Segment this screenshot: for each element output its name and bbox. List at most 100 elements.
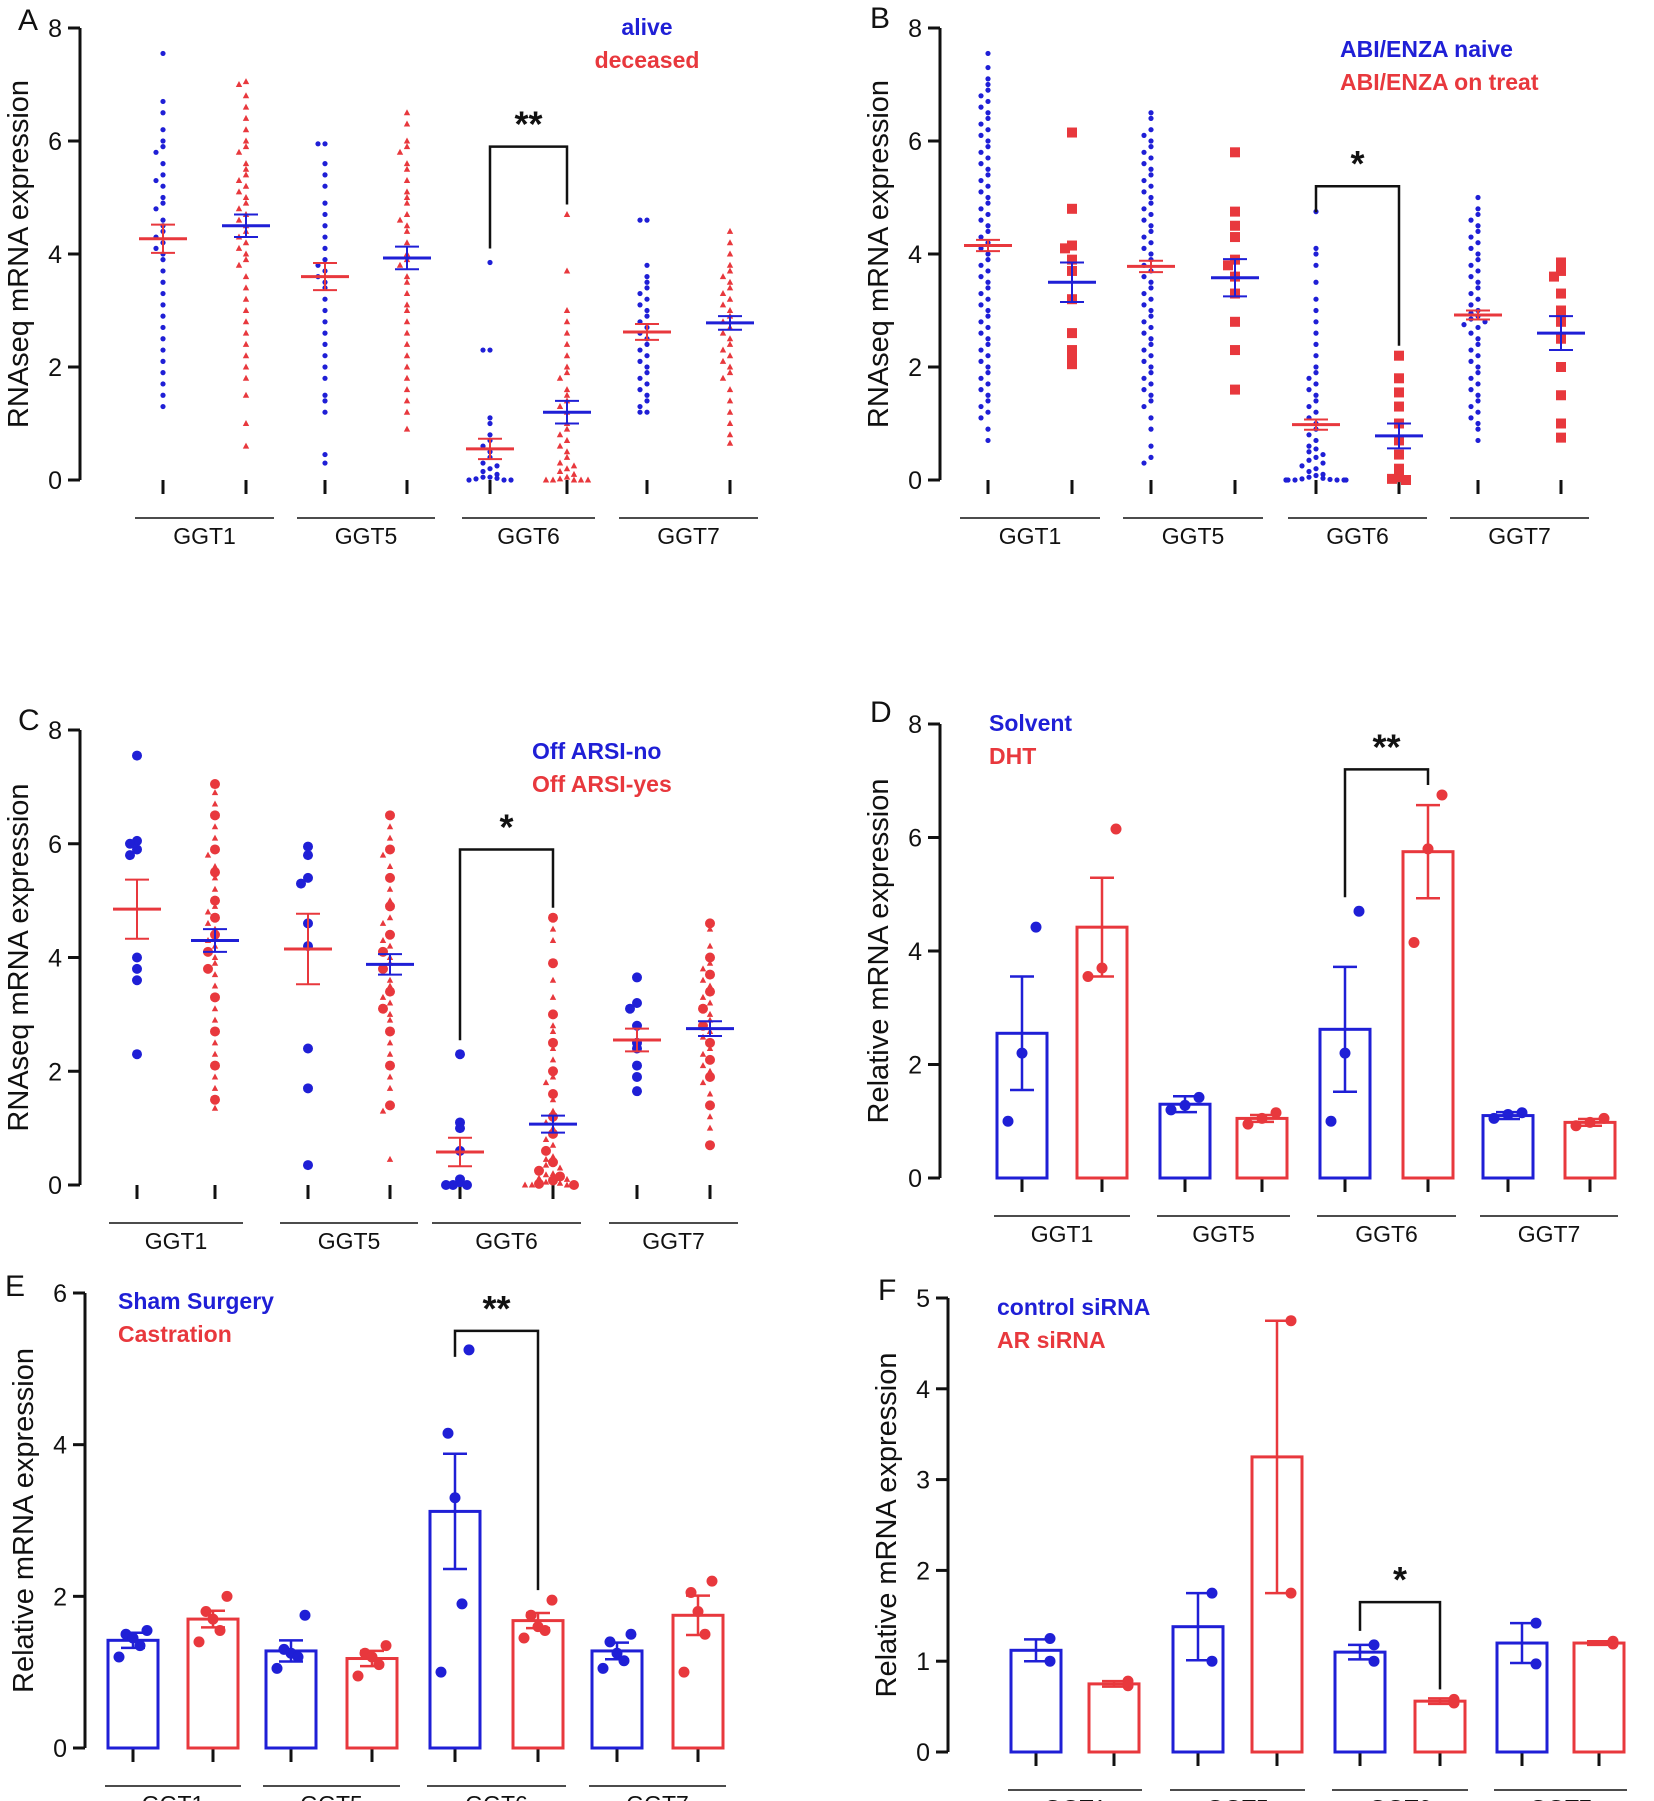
data-point: [726, 250, 734, 257]
data-point: [210, 810, 220, 821]
significance-bracket: [1314, 184, 1401, 346]
data-point: [705, 1140, 715, 1151]
data-point: [235, 188, 243, 195]
data-point: [1556, 418, 1566, 429]
data-point: [210, 895, 220, 906]
data-point: [706, 959, 714, 966]
data-point: [1002, 1115, 1014, 1127]
data-point: [160, 194, 166, 201]
data-point: [985, 381, 991, 387]
data-point: [396, 148, 404, 155]
data-point: [978, 375, 984, 381]
data-point: [637, 358, 643, 364]
data-point: [379, 919, 387, 926]
y-axis-title: RNAseq mRNA expression: [3, 783, 35, 1131]
significance-bracket: [1358, 1600, 1442, 1690]
data-point: [1148, 228, 1154, 234]
panel-b: B 0 2 4 6 8 RNAseq mRNA expression GGT1 GGT5 GGT6…: [863, 2, 1589, 549]
data-point: [644, 409, 650, 415]
data-point: [1141, 234, 1147, 240]
data-point: [466, 477, 472, 483]
data-point: [978, 302, 984, 308]
data-point: [985, 409, 991, 415]
y-tick-label: 6: [53, 1280, 67, 1308]
data-point: [978, 121, 984, 127]
data-point: [1067, 345, 1077, 356]
data-point: [508, 477, 514, 483]
data-point: [985, 115, 991, 121]
significance-label: **: [1372, 726, 1400, 767]
data-point: [719, 290, 727, 297]
data-point: [985, 398, 991, 404]
data-point: [1141, 161, 1147, 167]
data-point: [985, 437, 991, 444]
data-point: [211, 959, 219, 966]
data-point: [534, 1165, 544, 1176]
data-point: [386, 885, 394, 892]
panel-a: A 0 2 4 6 8 RNAseq mRNA expression GGT1 GGT5 GGT6…: [3, 4, 758, 549]
x-tick-label: GGT1: [1031, 1221, 1094, 1247]
data-point: [570, 476, 578, 483]
data-point: [403, 137, 411, 144]
data-point: [1475, 257, 1481, 263]
y-axis-title: Relative mRNA expression: [863, 779, 895, 1124]
data-point: [487, 420, 493, 427]
data-point: [706, 999, 714, 1006]
data-point: [403, 290, 411, 297]
data-point: [719, 374, 727, 381]
series-control-sirna: [1009, 1587, 1549, 1754]
data-point: [1468, 375, 1474, 381]
data-point: [396, 261, 404, 268]
data-point: [211, 1084, 219, 1091]
data-point: [210, 912, 220, 923]
data-point: [985, 268, 991, 274]
data-point: [396, 216, 404, 223]
data-point: [726, 386, 734, 393]
significance-label: *: [499, 806, 513, 847]
data-point: [366, 1651, 378, 1663]
series-castration: [186, 1575, 725, 1750]
data-point: [726, 267, 734, 274]
data-point: [549, 1027, 557, 1034]
x-tick-label: GGT6: [497, 523, 560, 549]
data-point: [644, 313, 650, 319]
data-point: [1320, 475, 1326, 481]
y-tick-label: 8: [48, 15, 62, 43]
data-point: [1475, 341, 1481, 347]
data-point: [242, 329, 250, 336]
data-point: [978, 217, 984, 223]
legend-entry: AR siRNA: [997, 1327, 1106, 1353]
data-point: [569, 1180, 579, 1190]
significance-label: **: [514, 104, 542, 145]
data-point: [584, 476, 592, 483]
data-point: [1141, 149, 1147, 155]
data-point: [1306, 443, 1312, 449]
data-point: [705, 1100, 715, 1111]
data-point: [386, 1039, 394, 1046]
data-point: [556, 475, 564, 482]
data-point: [1285, 1587, 1297, 1599]
data-point: [242, 363, 250, 370]
data-point: [1475, 206, 1481, 212]
legend-entry: control siRNA: [997, 1294, 1150, 1320]
data-point: [1394, 449, 1404, 460]
data-point: [242, 250, 250, 257]
data-point: [644, 217, 650, 223]
data-point: [463, 1344, 475, 1356]
data-point: [1285, 1315, 1297, 1327]
data-point: [1475, 370, 1481, 376]
data-point: [556, 459, 564, 466]
y-tick-label: 8: [908, 15, 922, 43]
data-point: [1148, 296, 1154, 302]
data-point: [1468, 415, 1474, 421]
data-point: [1320, 471, 1326, 477]
data-point: [719, 301, 727, 308]
data-point: [539, 1624, 551, 1636]
data-point: [303, 1160, 313, 1171]
data-point: [549, 1141, 557, 1148]
data-point: [1230, 220, 1240, 231]
data-point: [563, 465, 571, 472]
data-point: [1408, 936, 1420, 948]
data-point: [985, 76, 991, 82]
data-point: [242, 391, 250, 398]
